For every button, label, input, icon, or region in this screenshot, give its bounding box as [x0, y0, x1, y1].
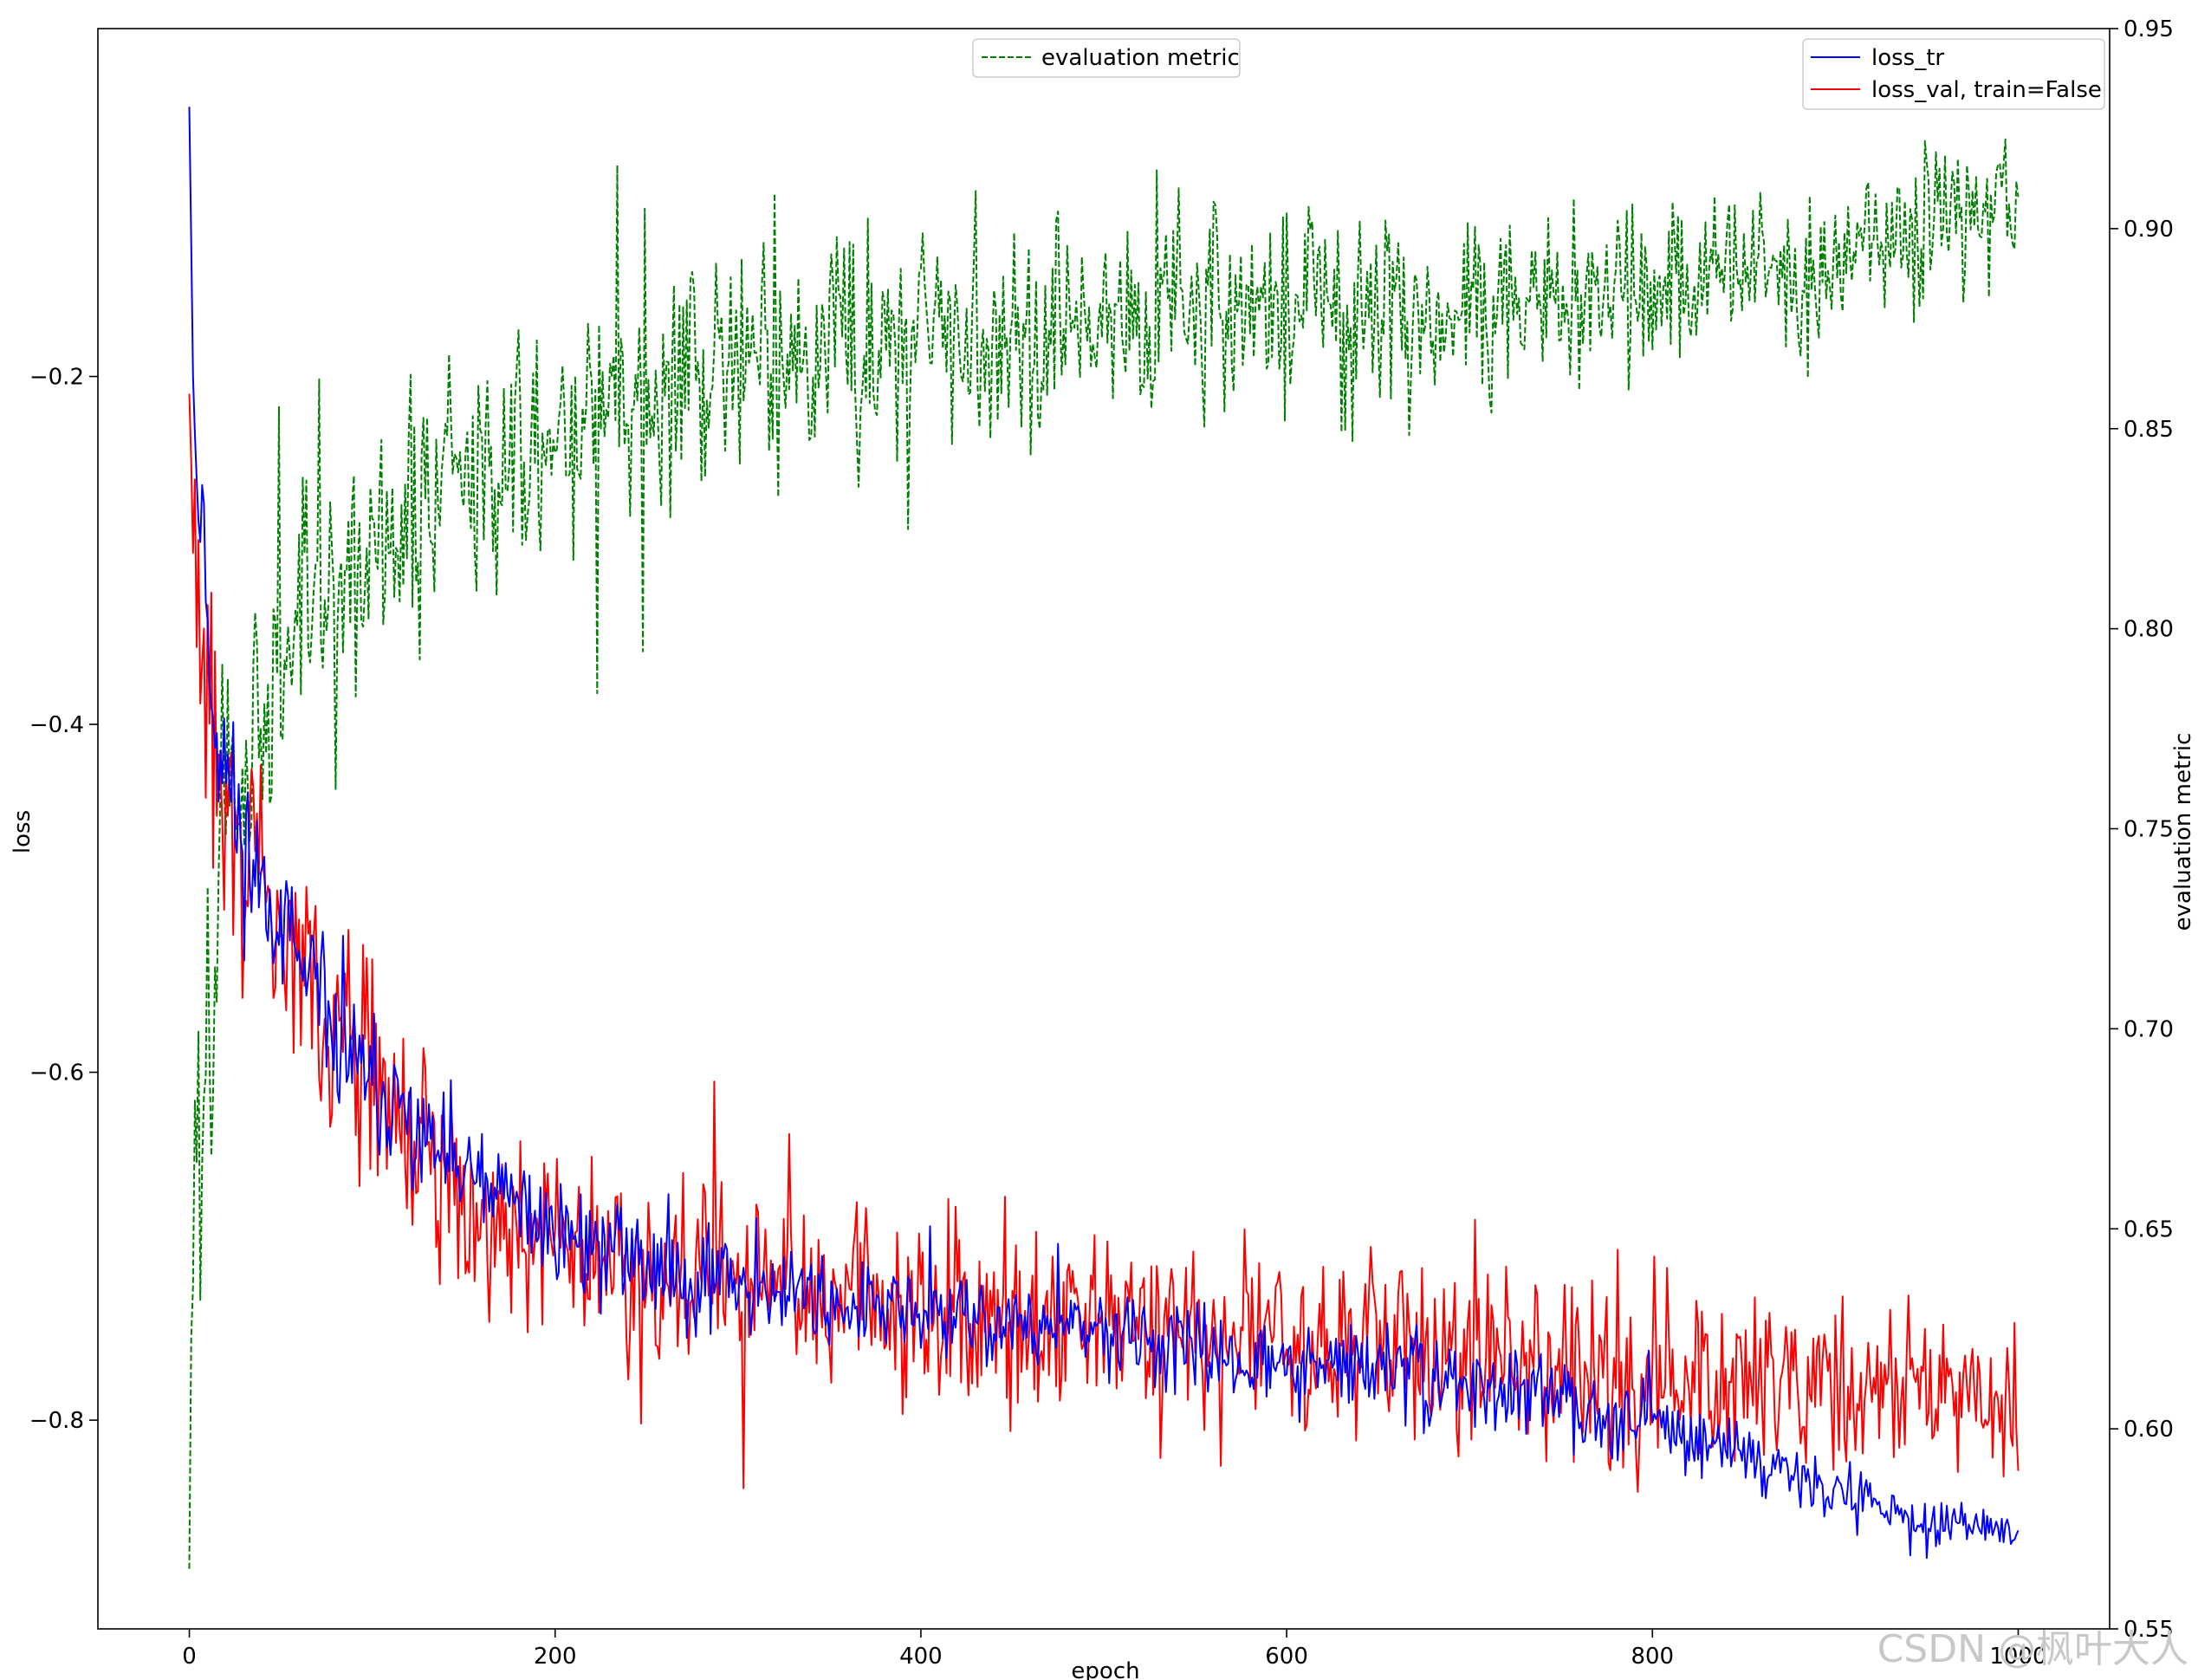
series-line-loss-tr: [188, 107, 2020, 1560]
watermark: CSDN @枫叶大人: [1877, 1627, 2188, 1671]
legend-label-loss-val: loss_val, train=False: [1871, 77, 2102, 103]
series-line-evaluation-metric: [188, 138, 2020, 1569]
y-right-tick-label: 0.55: [2123, 1617, 2174, 1643]
y-left-tick-label: −0.8: [29, 1408, 84, 1434]
y-right-axis-title: evaluation metric: [2170, 733, 2196, 931]
y-right-tick-label: 0.65: [2123, 1216, 2174, 1242]
x-axis-ticks: 0 200 400 600 800 1000: [182, 1629, 2047, 1670]
x-axis-title: epoch: [1071, 1658, 1139, 1680]
y-left-tick-label: −0.2: [29, 365, 84, 391]
y-right-tick-label: 0.75: [2123, 817, 2174, 843]
y-right-tick-label: 0.85: [2123, 417, 2174, 443]
y-right-tick-label: 0.80: [2123, 617, 2174, 643]
series-line-loss-val-train-false: [188, 393, 2020, 1493]
y-right-tick-label: 0.95: [2123, 16, 2174, 42]
y-left-axis-title: loss: [10, 810, 36, 853]
series-layer: [188, 107, 2020, 1569]
x-tick-label: 1000: [1989, 1644, 2046, 1670]
legend-evaluation-metric: evaluation metric: [972, 38, 1241, 78]
y-left-axis-ticks: −0.2 −0.4 −0.6 −0.8: [29, 365, 98, 1434]
y-right-tick-label: 0.70: [2123, 1016, 2174, 1042]
legend-loss: loss_tr loss_val, train=False: [1802, 38, 2105, 110]
legend-label-evaluation-metric: evaluation metric: [1041, 45, 1240, 71]
x-tick-label: 400: [899, 1644, 943, 1670]
x-tick-label: 200: [534, 1644, 577, 1670]
y-right-tick-label: 0.90: [2123, 217, 2174, 243]
y-right-axis-ticks: 0.55 0.60 0.65 0.70 0.75 0.80 0.85 0.90 0.95: [2110, 16, 2174, 1643]
x-tick-label: 0: [182, 1644, 197, 1670]
x-tick-label: 600: [1265, 1644, 1308, 1670]
y-left-tick-label: −0.4: [29, 712, 84, 738]
y-left-tick-label: −0.6: [29, 1061, 84, 1086]
x-tick-label: 800: [1631, 1644, 1674, 1670]
y-right-tick-label: 0.60: [2123, 1417, 2174, 1443]
legend-label-loss-tr: loss_tr: [1871, 45, 1944, 71]
